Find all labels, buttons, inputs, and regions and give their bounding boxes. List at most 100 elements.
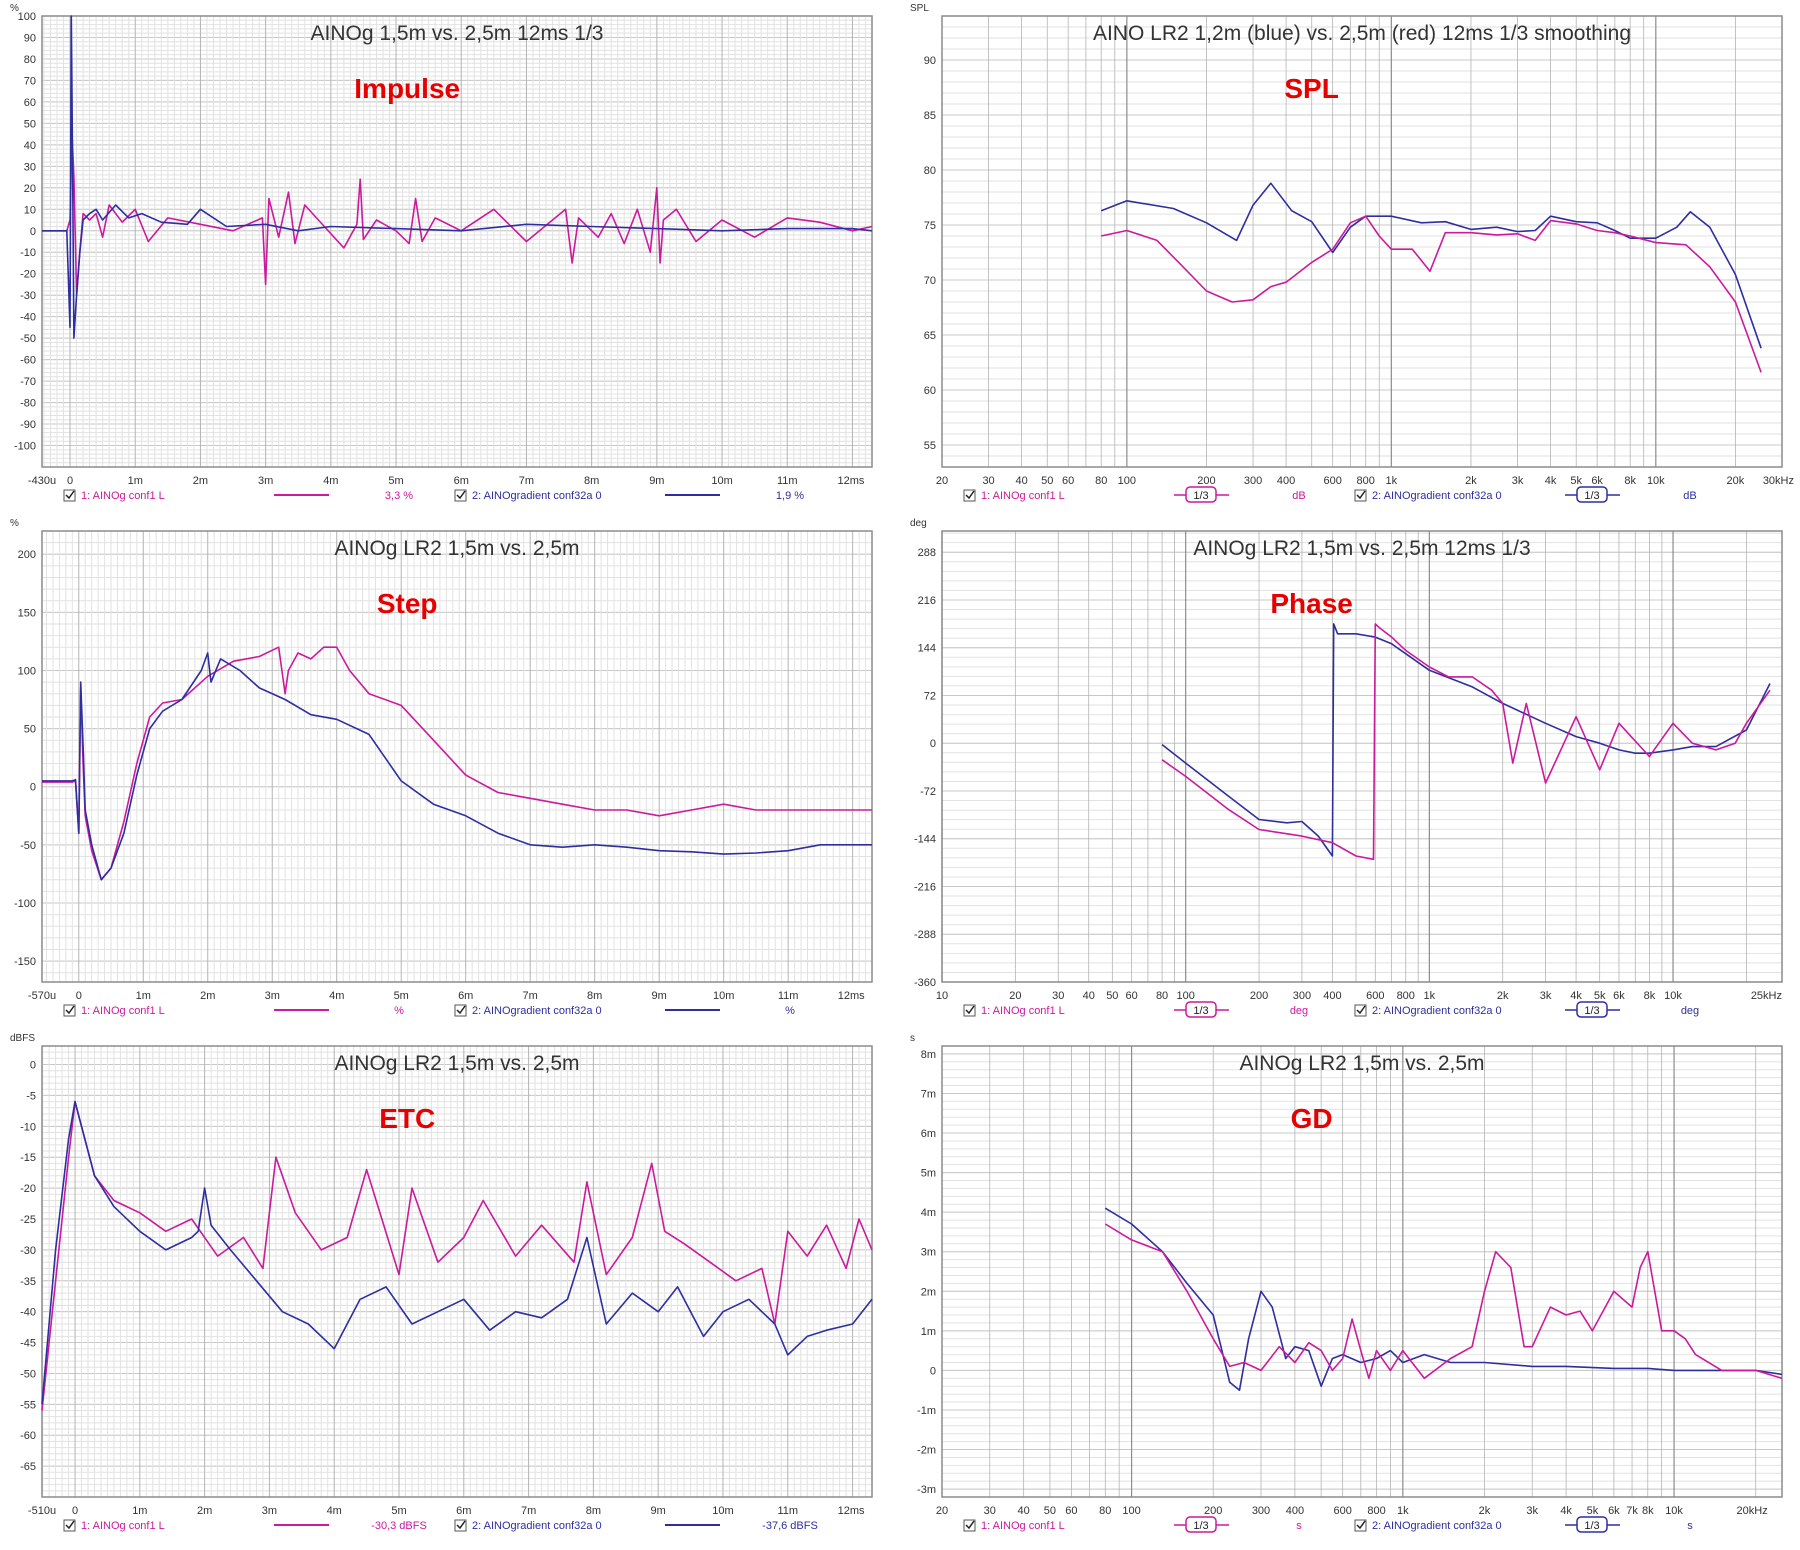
gd-ytick-label: 7m [921,1088,936,1100]
gd-xtick-label: 8k [1642,1505,1654,1517]
impulse-ytick-label: -40 [20,312,36,324]
phase-legend-value-1: deg [1290,1005,1308,1017]
phase-xtick-label: 60 [1125,990,1137,1002]
spl-panel: 90 85 80 75 70 65 60 55 SPL 20 30 40 50 60 80 100 200 300… [910,3,1794,503]
etc-xtick-label: 4m [327,1505,342,1517]
gd-xtick-label: 400 [1286,1505,1304,1517]
spl-legend-checkbox-1[interactable] [963,489,976,502]
impulse-xtick-label: 3m [258,475,273,487]
etc-legend-checkbox-1[interactable] [63,1519,76,1532]
step-series-group [42,646,872,881]
impulse-ytick-label: -90 [20,419,36,431]
spl-chart-label: SPL [1284,73,1338,104]
step-xtick-label: 8m [587,990,602,1002]
step-chart-label: Step [377,588,438,619]
spl-series-group [1100,182,1762,373]
step-legend-checkbox-2[interactable] [454,1004,467,1017]
spl-ytick-label: 55 [924,440,936,452]
impulse-plot-frame [41,15,873,468]
etc-ytick-label: 0 [30,1060,36,1072]
gd-xtick-label: 20 [936,1505,948,1517]
gd-plot-area [942,1046,1782,1497]
impulse-ytick-label: 90 [24,32,36,44]
impulse-xtick-label: 10m [711,475,732,487]
impulse-legend-checkbox-2[interactable] [454,489,467,502]
impulse-ytick-label: -30 [20,290,36,302]
gd-ytick-label: 1m [921,1326,936,1338]
gd-legend-smoothing-1[interactable] [1185,1516,1217,1533]
impulse-title: AINOg 1,5m vs. 2,5m 12ms 1/3 [311,22,604,45]
phase-legend-value-2: deg [1681,1005,1699,1017]
phase-legend-smoothing-label: 1/3 [1193,1005,1208,1017]
impulse-xtick-label: 12ms [838,475,865,487]
phase-legend-checkbox-2[interactable] [1354,1004,1367,1017]
etc-title: AINOg LR2 1,5m vs. 2,5m [334,1052,579,1075]
gd-legend-smoothing-2[interactable] [1576,1516,1608,1533]
spl-ytick-label: 75 [924,220,936,232]
etc-legend-value-2: -37,6 dBFS [762,1520,818,1532]
etc-ytick-label: -25 [20,1214,36,1226]
gd-xtick-label: 800 [1367,1505,1385,1517]
phase-legend-smoothing-1[interactable] [1185,1001,1217,1018]
gd-ytick-label: 2m [921,1286,936,1298]
spl-xtick-label: 200 [1197,475,1215,487]
gd-xtick-label: 3k [1526,1505,1538,1517]
phase-plot-frame [941,530,1783,983]
impulse-xtick-label: 1m [128,475,143,487]
step-ytick-label: 200 [18,549,36,561]
step-legend-checkbox-1[interactable] [63,1004,76,1017]
step-ytick-label: -150 [14,956,36,968]
spl-xtick-label: 20k [1727,475,1745,487]
phase-legend-smoothing-2[interactable] [1576,1001,1608,1018]
impulse-legend-checkbox-1[interactable] [63,489,76,502]
etc-series-red [41,1100,873,1411]
etc-ytick-label: -65 [20,1461,36,1473]
phase-xtick-label: 800 [1397,990,1415,1002]
gd-xtick-label: 40 [1018,1505,1030,1517]
impulse-ytick-label: 10 [24,204,36,216]
step-legend-item-2: 2: AINOgradient conf32a 0 [472,1005,602,1017]
phase-plot-area [942,531,1782,982]
phase-xtick-label: 80 [1156,990,1168,1002]
phase-legend-checkbox-1[interactable] [963,1004,976,1017]
gd-legend-checkbox-2[interactable] [1354,1519,1367,1532]
impulse-xtick-label: 5m [388,475,403,487]
etc-plot-frame [41,1045,873,1498]
impulse-xtick-label: 0 [67,475,73,487]
etc-xtick-label: 0 [72,1505,78,1517]
etc-legend-checkbox-2[interactable] [454,1519,467,1532]
gd-legend-checkbox-1[interactable] [963,1519,976,1532]
gd-legend-value-2: s [1687,1520,1693,1532]
impulse-series-group [42,15,873,339]
spl-legend-smoothing-2[interactable] [1576,486,1608,503]
impulse-panel: 1009080706050403020100-10-20-30-40-50-60… [10,3,873,502]
step-xtick-label: 7m [523,990,538,1002]
step-legend-item-1: 1: AINOg conf1 L [81,1005,165,1017]
impulse-ytick-label: 30 [24,161,36,173]
etc-y-unit: dBFS [10,1033,35,1044]
impulse-ytick-label: 60 [24,97,36,109]
gd-xtick-label: 6k [1608,1505,1620,1517]
spl-xtick-label: 1k [1386,475,1398,487]
spl-xtick-label: 400 [1277,475,1295,487]
spl-series-blue [1100,182,1762,349]
gd-series-group [1104,1207,1783,1391]
impulse-xtick-label: 4m [323,475,338,487]
step-plot-area [42,531,872,982]
spl-legend-item-2: 2: AINOgradient conf32a 0 [1372,490,1502,502]
phase-xtick-label: 2k [1497,990,1509,1002]
gd-legend-value-1: s [1296,1520,1302,1532]
impulse-ytick-label: 80 [24,54,36,66]
phase-xtick-label: 400 [1323,990,1341,1002]
spl-plot-area [942,16,1782,467]
spl-legend-item-1: 1: AINOg conf1 L [981,490,1065,502]
spl-legend-smoothing-1[interactable] [1185,486,1217,503]
impulse-xtick-label: -430u [28,475,56,487]
spl-xtick-label: 8k [1624,475,1636,487]
spl-legend-checkbox-2[interactable] [1354,489,1367,502]
phase-ytick-label: 216 [918,595,936,607]
gd-y-unit: s [910,1033,915,1044]
gd-legend: 1: AINOg conf1 L 1/3 s 2: AINOgradient conf… [963,1516,1693,1533]
impulse-xtick-label: 8m [584,475,599,487]
etc-legend: 1: AINOg conf1 L -30,3 dBFS 2: AINOgradien… [63,1519,818,1532]
